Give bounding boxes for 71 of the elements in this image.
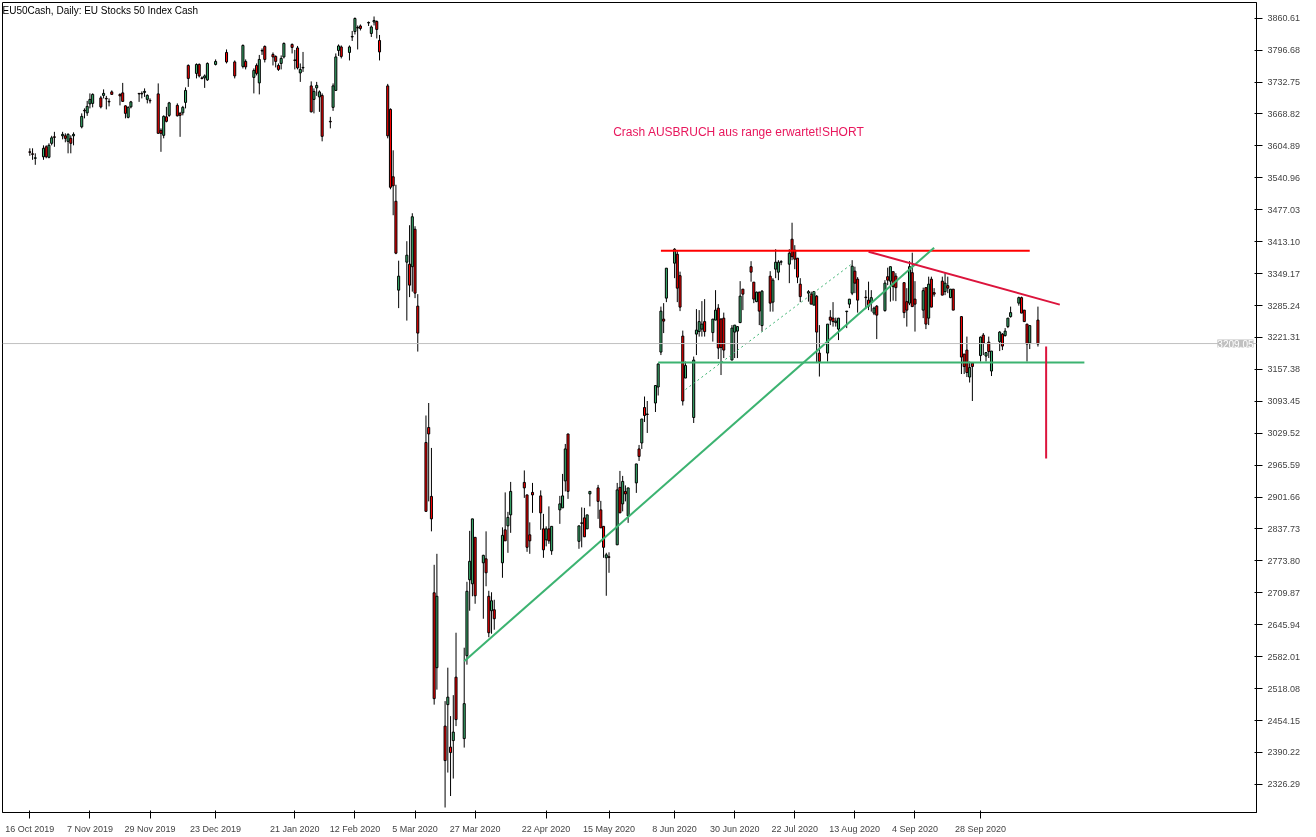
candlestick bbox=[634, 463, 638, 494]
y-tick-label: 2390.22 bbox=[1267, 747, 1301, 758]
y-tick-label: 3732.75 bbox=[1267, 77, 1301, 88]
candlestick bbox=[530, 482, 535, 514]
x-tick-label: 27 Mar 2020 bbox=[449, 823, 501, 834]
x-tick-label: 23 Dec 2019 bbox=[190, 823, 242, 834]
y-tick-label: 3221.31 bbox=[1267, 332, 1301, 343]
candlestick bbox=[121, 82, 125, 103]
candlestick bbox=[1036, 306, 1040, 348]
chart-title: EU50Cash, Daily: EU Stocks 50 Index Cash bbox=[2, 4, 199, 16]
y-tick-label: 3413.10 bbox=[1267, 236, 1301, 247]
x-tick-label: 15 May 2020 bbox=[582, 823, 636, 834]
candlestick bbox=[252, 67, 256, 94]
ref-line-label: 3209.05 bbox=[1217, 338, 1254, 350]
y-tick-label: 2901.66 bbox=[1267, 492, 1301, 503]
candlestick bbox=[33, 152, 37, 166]
candlestick bbox=[694, 308, 698, 356]
x-tick-label: 12 Feb 2020 bbox=[329, 823, 381, 834]
candlestick bbox=[604, 552, 608, 597]
x-tick-label: 4 Sep 2020 bbox=[891, 823, 939, 834]
y-tick-label: 3029.52 bbox=[1267, 428, 1301, 439]
candlestick bbox=[490, 591, 494, 635]
candlestick bbox=[774, 248, 778, 279]
candlestick bbox=[309, 80, 313, 113]
candlestick bbox=[703, 298, 707, 338]
y-tick-label: 3860.61 bbox=[1267, 13, 1301, 24]
y-tick-label: 2582.01 bbox=[1267, 651, 1301, 662]
y-tick-label: 2454.15 bbox=[1267, 715, 1301, 726]
candlestick bbox=[700, 300, 704, 338]
y-tick-label: 3349.17 bbox=[1267, 268, 1301, 279]
candlestick bbox=[558, 495, 562, 525]
y-tick-label: 2773.80 bbox=[1267, 555, 1301, 566]
y-tick-label: 3796.68 bbox=[1267, 45, 1301, 56]
y-tick-label: 2518.08 bbox=[1267, 683, 1301, 694]
candlestick bbox=[798, 277, 802, 303]
y-tick-label: 2837.73 bbox=[1267, 523, 1301, 534]
x-tick-label: 16 Oct 2019 bbox=[5, 823, 55, 834]
candlestick bbox=[1025, 323, 1029, 363]
y-tick-label: 3477.03 bbox=[1267, 204, 1301, 215]
x-tick-label: 7 Nov 2019 bbox=[66, 823, 113, 834]
x-tick-label: 29 Nov 2019 bbox=[124, 823, 176, 834]
y-tick-label: 3093.45 bbox=[1267, 396, 1301, 407]
x-tick-label: 13 Aug 2020 bbox=[829, 823, 880, 834]
y-tick-label: 3157.38 bbox=[1267, 364, 1301, 375]
candlestick bbox=[186, 63, 190, 88]
y-tick-label: 2709.87 bbox=[1267, 587, 1301, 598]
x-tick-label: 8 Jun 2020 bbox=[652, 823, 697, 834]
x-tick-label: 30 Jun 2020 bbox=[709, 823, 760, 834]
candlestick bbox=[645, 400, 649, 434]
y-tick-label: 2326.29 bbox=[1267, 779, 1301, 790]
x-tick-label: 22 Jul 2020 bbox=[771, 823, 819, 834]
y-tick-label: 2645.94 bbox=[1267, 619, 1301, 630]
x-tick-label: 22 Apr 2020 bbox=[521, 823, 571, 834]
candlestick bbox=[378, 34, 382, 61]
candlestick bbox=[749, 260, 753, 283]
candlestick bbox=[118, 92, 122, 106]
y-tick-label: 3604.89 bbox=[1267, 140, 1301, 151]
y-tick-label: 3540.96 bbox=[1267, 172, 1301, 183]
candlestick bbox=[940, 276, 944, 296]
candlestick bbox=[107, 97, 111, 107]
y-tick-label: 2965.59 bbox=[1267, 460, 1301, 471]
x-tick-label: 21 Jan 2020 bbox=[270, 823, 320, 834]
annotation: Crash AUSBRUCH aus range erwartet!SHORT bbox=[613, 125, 865, 140]
candlestick bbox=[588, 490, 592, 507]
x-tick-label: 28 Sep 2020 bbox=[955, 823, 1007, 834]
candlestick bbox=[260, 47, 264, 56]
y-tick-label: 3668.82 bbox=[1267, 108, 1301, 119]
x-tick-label: 5 Mar 2020 bbox=[392, 823, 438, 834]
candlestick bbox=[148, 97, 152, 104]
candlestick bbox=[397, 260, 401, 309]
y-tick-label: 3285.24 bbox=[1267, 300, 1301, 311]
